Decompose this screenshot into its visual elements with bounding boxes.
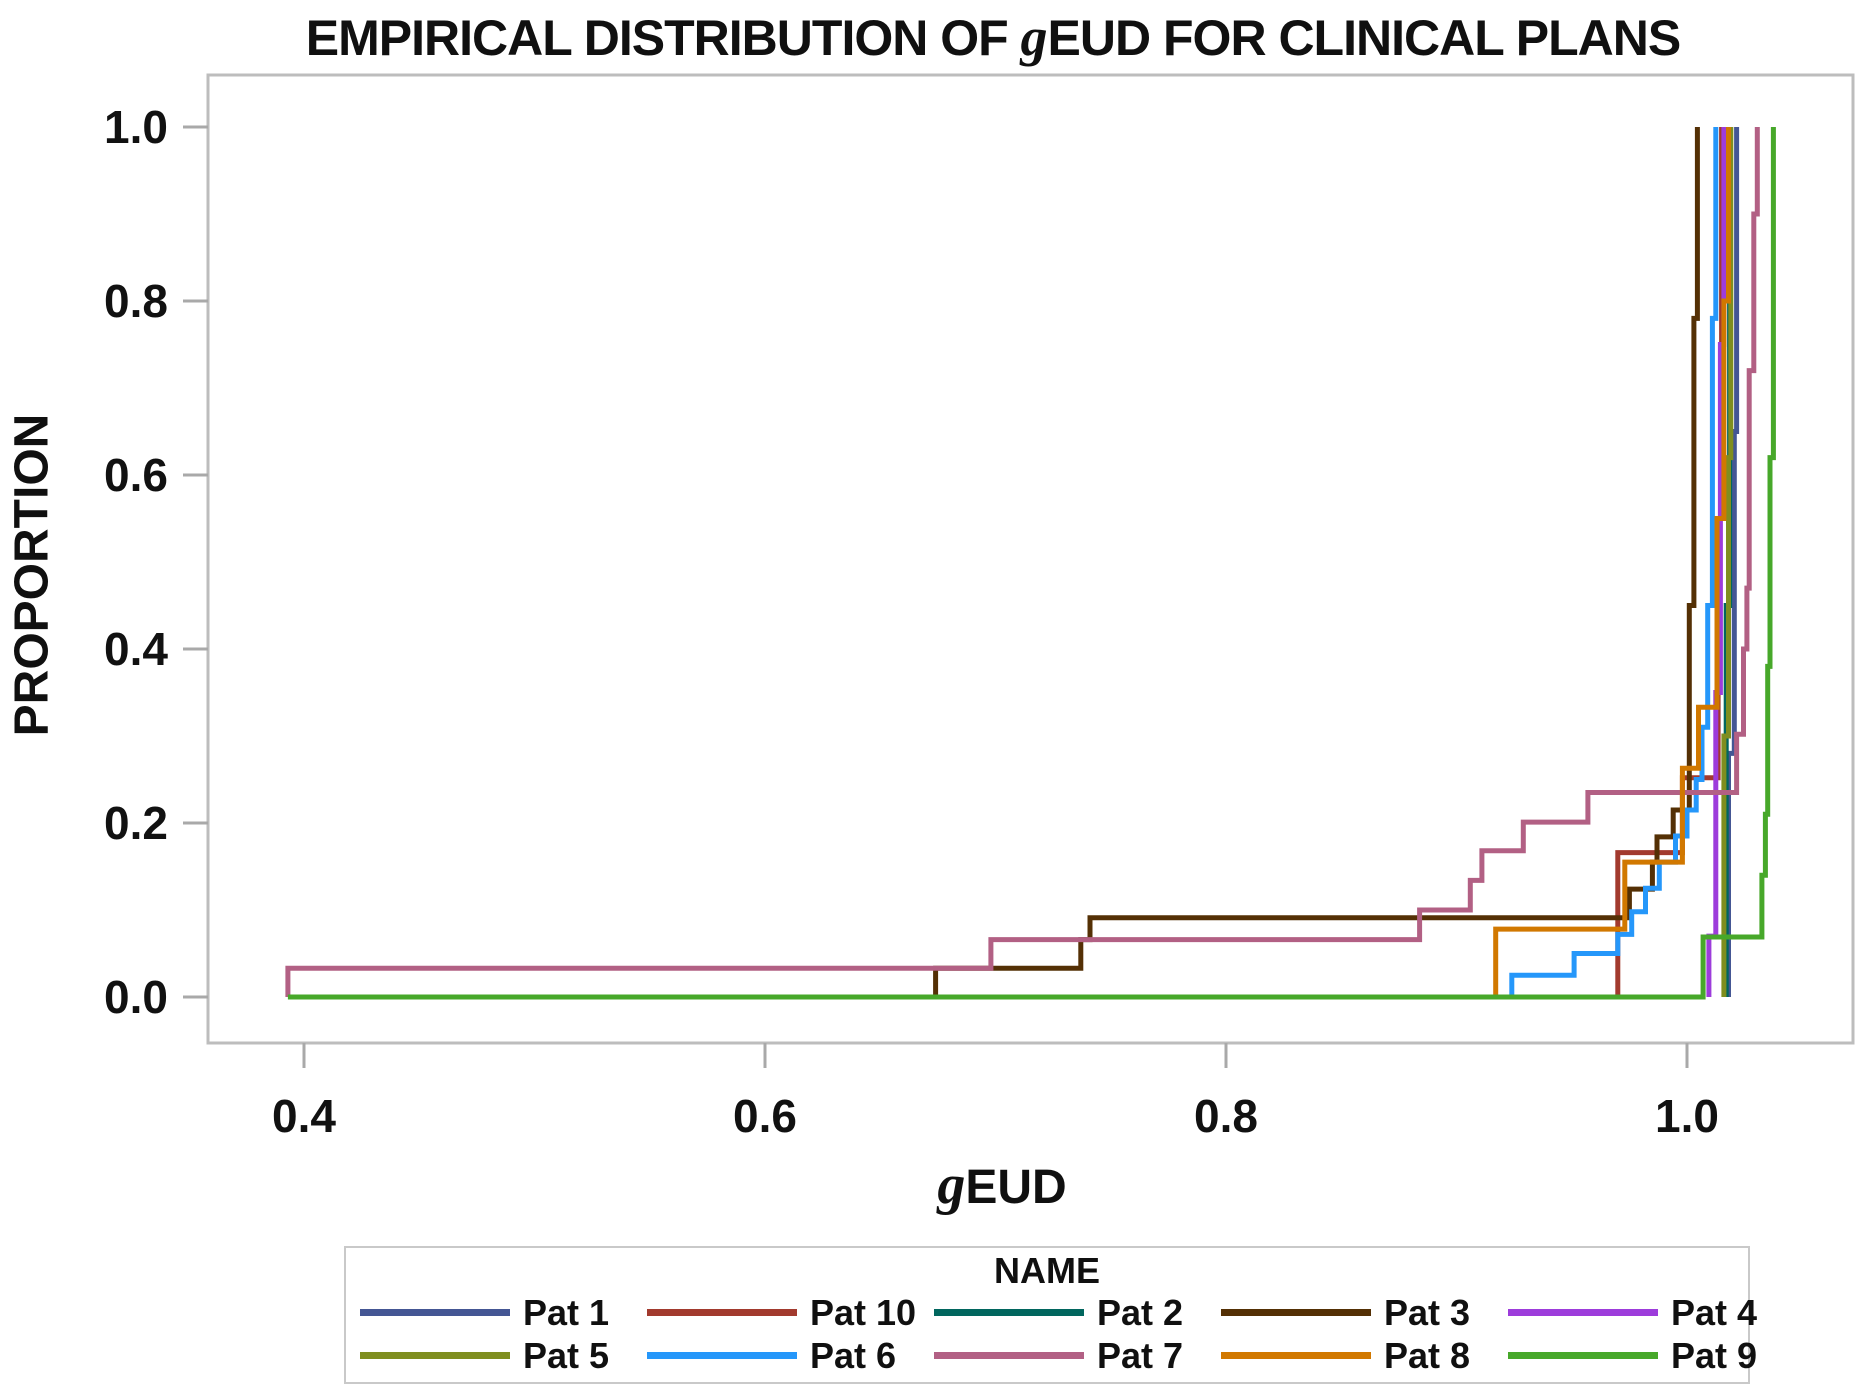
legend-row: Pat 5 Pat 6 Pat 7 Pat 8 Pat 9 xyxy=(346,1334,1757,1377)
x-tick-label: 0.4 xyxy=(272,1090,336,1142)
legend-item-pat-4: Pat 4 xyxy=(1508,1292,1795,1334)
legend-swatch-pat-6 xyxy=(647,1352,797,1359)
x-axis-title-italic-g: g xyxy=(937,1154,966,1216)
legend-item-pat-10: Pat 10 xyxy=(647,1292,934,1334)
legend-swatch-pat-3 xyxy=(1221,1309,1371,1316)
legend-swatch-pat-9 xyxy=(1508,1352,1658,1359)
series-pat-8 xyxy=(1493,127,1731,997)
y-tick-label: 0.4 xyxy=(104,623,168,675)
legend-item-pat-9: Pat 9 xyxy=(1508,1335,1795,1377)
x-axis-title: gEUD xyxy=(937,1153,1066,1217)
legend-label: Pat 10 xyxy=(810,1291,917,1333)
series-pat-5 xyxy=(1721,127,1734,997)
legend-swatch-pat-7 xyxy=(934,1352,1084,1359)
series-pat-6 xyxy=(1509,127,1719,997)
legend-swatch-pat-4 xyxy=(1508,1309,1658,1316)
y-tick-label: 0.6 xyxy=(104,449,168,501)
y-axis-title: PROPORTION xyxy=(5,413,59,737)
title-text-suffix: EUD FOR CLINICAL PLANS xyxy=(1047,10,1682,66)
legend-label: Pat 1 xyxy=(523,1291,610,1333)
series-pat-10 xyxy=(1615,127,1725,997)
legend-item-pat-8: Pat 8 xyxy=(1221,1335,1508,1377)
legend-item-pat-1: Pat 1 xyxy=(360,1292,647,1334)
legend-item-pat-3: Pat 3 xyxy=(1221,1292,1508,1334)
page-title: EMPIRICAL DISTRIBUTION OF gEUD FOR CLINI… xyxy=(305,6,1682,68)
legend-rows: Pat 1 Pat 10 Pat 2 Pat 3 Pat 4 Pat 5 Pat 6 Pat … xyxy=(346,1291,1757,1377)
legend-item-pat-2: Pat 2 xyxy=(934,1292,1221,1334)
x-axis-title-bold: EUD xyxy=(965,1161,1067,1214)
legend-label: Pat 5 xyxy=(523,1334,610,1376)
legend-label: Pat 6 xyxy=(810,1334,897,1376)
legend-label: Pat 7 xyxy=(1097,1334,1184,1376)
legend-label: Pat 4 xyxy=(1671,1291,1758,1333)
plot-frame xyxy=(206,73,1855,1045)
legend-swatch-pat-8 xyxy=(1221,1352,1371,1359)
legend-swatch-pat-10 xyxy=(647,1309,797,1316)
legend-item-pat-6: Pat 6 xyxy=(647,1335,934,1377)
legend-box: NAME Pat 1 Pat 10 Pat 2 Pat 3 Pat 4 Pat 5 Pat … xyxy=(344,1246,1757,1384)
y-tick-label: 0.8 xyxy=(104,275,168,327)
legend-item-pat-5: Pat 5 xyxy=(360,1335,647,1377)
x-tick-label: 0.6 xyxy=(733,1090,797,1142)
x-tick-label: 0.8 xyxy=(1194,1090,1258,1142)
legend-item-pat-7: Pat 7 xyxy=(934,1335,1221,1377)
series-pat-7 xyxy=(285,127,1760,997)
legend-label: Pat 9 xyxy=(1671,1334,1758,1376)
series-pat-3 xyxy=(933,127,1700,997)
legend-title: NAME xyxy=(994,1250,1100,1291)
legend-label: Pat 8 xyxy=(1384,1334,1471,1376)
title-text-prefix: EMPIRICAL DISTRIBUTION OF xyxy=(305,10,1021,66)
y-tick-label: 0.0 xyxy=(104,971,168,1023)
title-italic-g: g xyxy=(1020,7,1048,67)
x-tick-label: 1.0 xyxy=(1655,1090,1719,1142)
legend-label: Pat 2 xyxy=(1097,1291,1184,1333)
y-tick-label: 1.0 xyxy=(104,101,168,153)
legend-row: Pat 1 Pat 10 Pat 2 Pat 3 Pat 4 xyxy=(346,1291,1757,1334)
legend-swatch-pat-2 xyxy=(934,1309,1084,1316)
series-pat-9 xyxy=(287,127,1776,1000)
y-tick-label: 0.2 xyxy=(104,797,168,849)
legend-label: Pat 3 xyxy=(1384,1291,1471,1333)
legend-swatch-pat-5 xyxy=(360,1352,510,1359)
legend-swatch-pat-1 xyxy=(360,1309,510,1316)
